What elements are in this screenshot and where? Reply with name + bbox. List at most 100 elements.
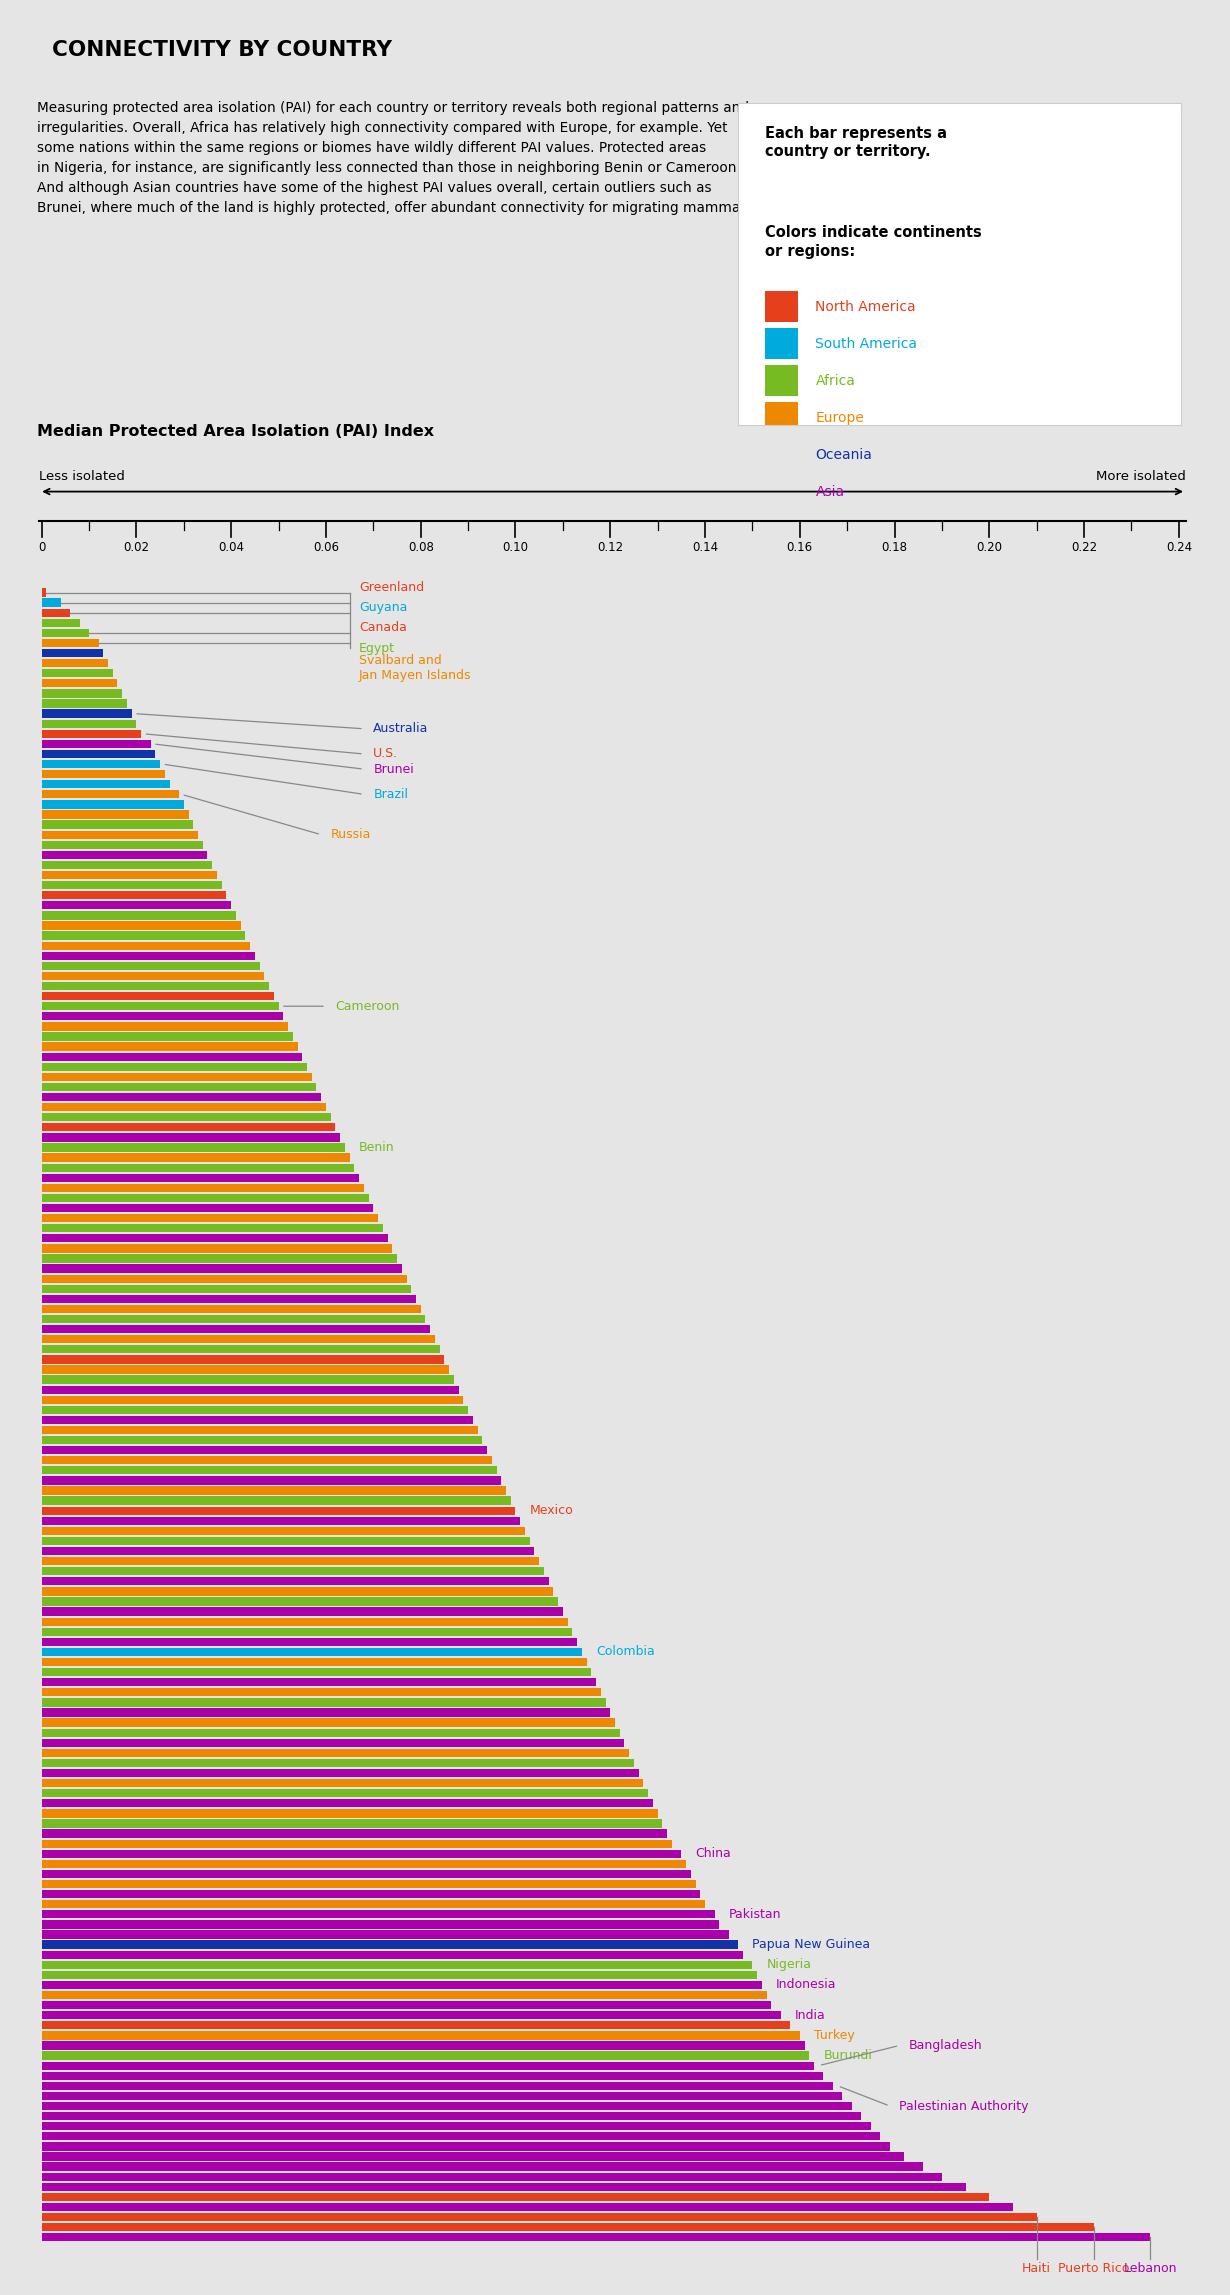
Bar (42, 1758, 633, 1767)
Bar (42, 971, 264, 980)
Bar (42, 1164, 354, 1173)
Bar (42, 1707, 610, 1717)
Bar (42, 831, 198, 840)
Bar (42, 932, 246, 939)
Bar (42, 1375, 454, 1384)
Bar (42, 599, 60, 606)
Bar (42, 1214, 378, 1223)
Bar (42, 911, 236, 920)
Bar (42, 1909, 715, 1919)
Text: 0.22: 0.22 (1071, 542, 1097, 553)
Text: Russia: Russia (331, 828, 371, 842)
Bar (42, 1193, 369, 1203)
Bar (42, 789, 180, 799)
Bar (42, 1900, 705, 1909)
Bar (42, 700, 127, 707)
Text: Colombia: Colombia (597, 1646, 654, 1659)
Bar (42, 780, 170, 789)
Bar (42, 1588, 554, 1595)
Bar (42, 1324, 430, 1333)
Bar (42, 1749, 630, 1758)
Text: Egypt: Egypt (359, 643, 395, 654)
Bar (42, 1930, 728, 1939)
Bar (42, 1556, 539, 1565)
Bar (42, 1274, 406, 1283)
Bar (42, 1606, 563, 1616)
Bar (42, 649, 103, 656)
Text: Oceania: Oceania (815, 448, 872, 461)
Bar (42, 962, 260, 971)
Bar (42, 1366, 449, 1375)
Bar (42, 1538, 530, 1545)
Bar (42, 1850, 681, 1859)
Text: India: India (795, 2008, 825, 2022)
Bar (42, 881, 221, 888)
Text: 0.14: 0.14 (692, 542, 718, 553)
Bar (42, 1971, 758, 1978)
Bar (42, 1205, 374, 1212)
Bar (42, 1072, 311, 1081)
Bar (42, 1668, 592, 1675)
Bar (765, 365, 798, 395)
Text: North America: North America (815, 301, 916, 314)
Bar (42, 1476, 502, 1485)
Bar (42, 1981, 761, 1990)
Bar (42, 2233, 1150, 2242)
Bar (42, 1496, 510, 1506)
Bar (42, 1597, 558, 1606)
Text: 0.24: 0.24 (1166, 542, 1192, 553)
Text: Palestinian Authority: Palestinian Authority (899, 2100, 1028, 2111)
Text: Pakistan: Pakistan (728, 1907, 781, 1921)
Bar (42, 801, 183, 808)
Bar (42, 1990, 766, 1999)
Bar (42, 1547, 535, 1556)
Text: Colors indicate continents
or regions:: Colors indicate continents or regions: (765, 225, 982, 259)
Bar (42, 2123, 871, 2130)
Bar (42, 1416, 472, 1425)
Bar (42, 1506, 515, 1515)
Bar (42, 1425, 477, 1434)
Bar (42, 991, 274, 1001)
Text: South America: South America (815, 337, 918, 351)
Bar (42, 890, 226, 900)
Bar (42, 2040, 804, 2049)
Text: Africa: Africa (815, 374, 855, 388)
Bar (42, 1859, 686, 1868)
Bar (42, 1689, 600, 1696)
Bar (42, 1405, 469, 1414)
Bar (42, 1053, 303, 1060)
Bar (42, 670, 113, 677)
Bar (42, 1083, 316, 1090)
Bar (42, 1627, 572, 1636)
Bar (42, 1820, 663, 1827)
Bar (42, 2010, 781, 2020)
Bar (42, 920, 241, 929)
Text: 0.18: 0.18 (882, 542, 908, 553)
Bar (42, 1386, 459, 1393)
Bar (42, 1184, 364, 1191)
Text: Papua New Guinea: Papua New Guinea (753, 1937, 871, 1951)
Text: China: China (695, 1847, 732, 1861)
Bar (42, 1870, 691, 1877)
Text: Guyana: Guyana (359, 601, 407, 615)
Bar (42, 1294, 416, 1304)
Text: 0.10: 0.10 (503, 542, 529, 553)
Text: Burundi: Burundi (824, 2049, 872, 2063)
Bar (42, 1728, 620, 1737)
Text: 0.06: 0.06 (312, 542, 339, 553)
Text: Benin: Benin (359, 1141, 395, 1154)
Bar (42, 870, 216, 879)
Bar (42, 2162, 922, 2171)
Bar (42, 1891, 700, 1898)
Bar (42, 2052, 809, 2059)
Bar (42, 1063, 308, 1072)
Bar (42, 851, 208, 858)
Bar (42, 1003, 278, 1010)
Bar (42, 1648, 582, 1657)
Bar (42, 1618, 567, 1625)
Text: Brazil: Brazil (374, 787, 408, 801)
Bar (42, 659, 108, 668)
Bar (42, 2224, 1093, 2231)
Bar (765, 328, 798, 358)
Bar (42, 1356, 444, 1363)
